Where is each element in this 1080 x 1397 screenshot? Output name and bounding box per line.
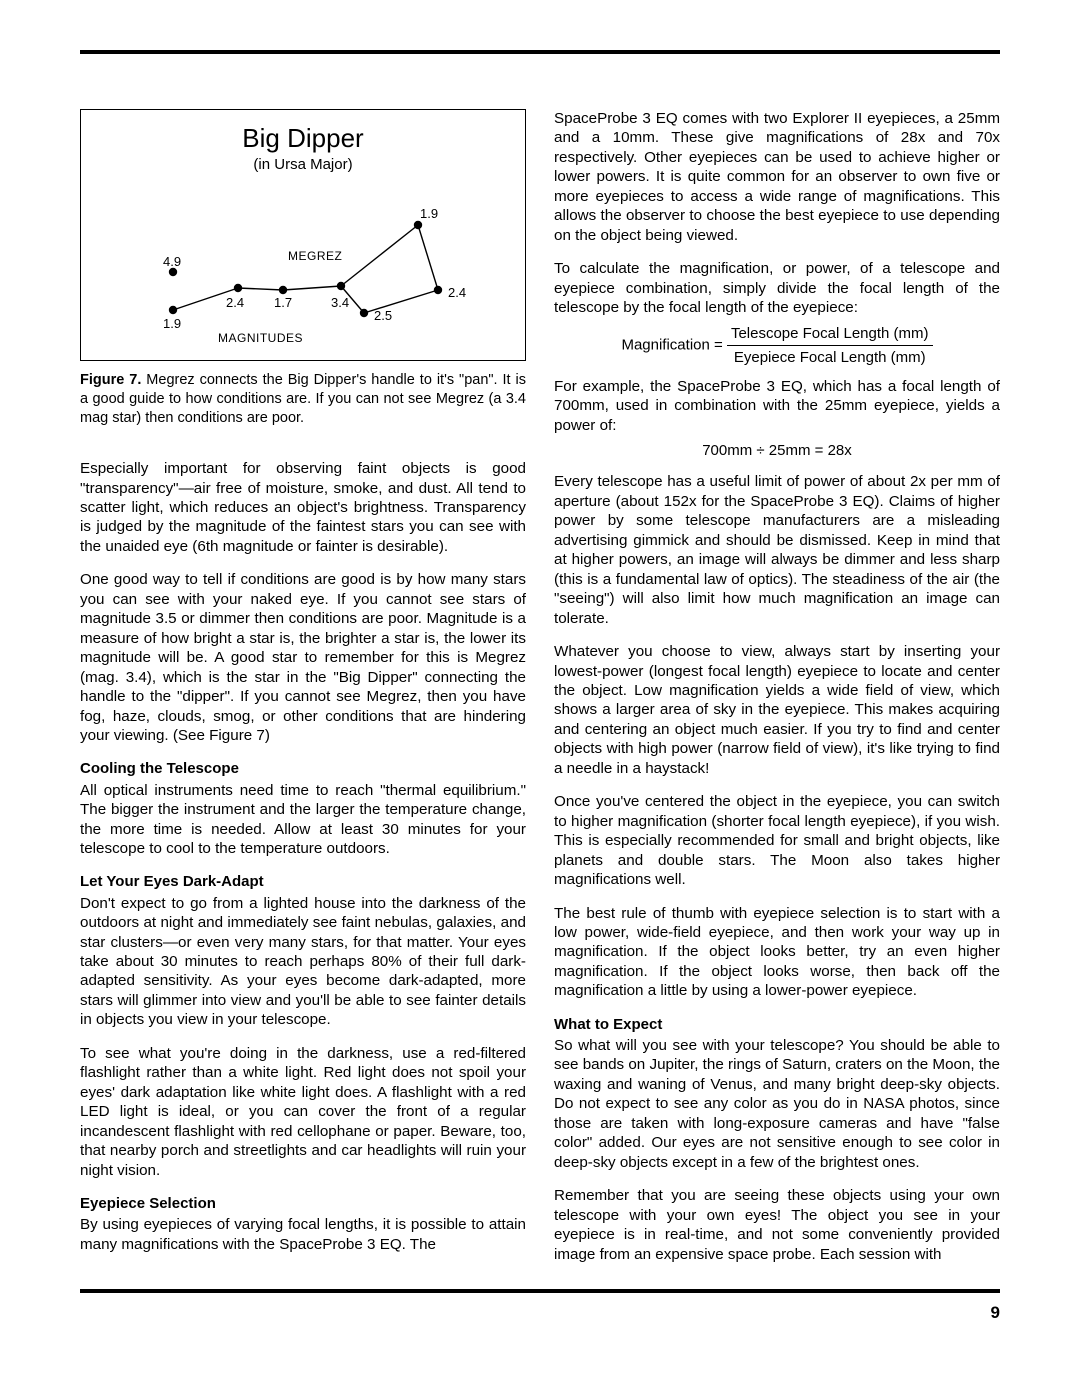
para-rule: The best rule of thumb with eyepiece sel…: [554, 904, 1000, 1001]
svg-text:4.9: 4.9: [163, 254, 181, 269]
para-switch: Once you've centered the object in the e…: [554, 792, 1000, 889]
subhead-cooling: Cooling the Telescope: [80, 759, 526, 778]
big-dipper-diagram: 1.9 2.4 1.7 3.4 2.5 2.4 1.9 4.9 MEGREZ MAGNITUDES: [118, 180, 488, 350]
svg-text:MEGREZ: MEGREZ: [288, 249, 342, 263]
svg-text:3.4: 3.4: [331, 295, 349, 310]
svg-text:MAGNITUDES: MAGNITUDES: [218, 331, 303, 345]
subhead-expect: What to Expect: [554, 1015, 1000, 1034]
para-calc: To calculate the magnification, or power…: [554, 259, 1000, 317]
page: Big Dipper (in Ursa Major) 1.9 2.4 1.7 3.4 2…: [0, 0, 1080, 1363]
figure-block: Big Dipper (in Ursa Major) 1.9 2.4 1.7 3.4 2…: [80, 109, 526, 427]
figure-7-box: Big Dipper (in Ursa Major) 1.9 2.4 1.7 3.4 2…: [80, 109, 526, 361]
subhead-eyepiece: Eyepiece Selection: [80, 1194, 526, 1213]
formula-fraction: Telescope Focal Length (mm) Eyepiece Foc…: [727, 324, 933, 367]
content-columns: Big Dipper (in Ursa Major) 1.9 2.4 1.7 3.4 2…: [80, 109, 1000, 1264]
para-eyepiece1: By using eyepieces of varying focal leng…: [80, 1215, 526, 1254]
para-dark2: To see what you're doing in the darkness…: [80, 1044, 526, 1180]
subhead-dark-adapt: Let Your Eyes Dark-Adapt: [80, 872, 526, 891]
formula-denominator: Eyepiece Focal Length (mm): [727, 346, 933, 367]
svg-text:2.5: 2.5: [374, 308, 392, 323]
para-cooling: All optical instruments need time to rea…: [80, 781, 526, 859]
para-magnitude: One good way to tell if conditions are g…: [80, 570, 526, 745]
figure-title: Big Dipper: [95, 122, 511, 155]
formula-lhs: Magnification =: [621, 336, 722, 353]
top-rule: [80, 50, 1000, 54]
figure-caption: Figure 7. Megrez connects the Big Dipper…: [80, 371, 526, 427]
figure-subtitle: (in Ursa Major): [95, 155, 511, 174]
para-expect1: So what will you see with your telescope…: [554, 1036, 1000, 1172]
para-dark1: Don't expect to go from a lighted house …: [80, 894, 526, 1030]
magnification-formula: Magnification = Telescope Focal Length (…: [554, 324, 1000, 367]
para-expect2: Remember that you are seeing these objec…: [554, 1186, 1000, 1264]
figure-caption-lead: Figure 7.: [80, 372, 141, 388]
para-example: For example, the SpaceProbe 3 EQ, which …: [554, 377, 1000, 435]
svg-text:2.4: 2.4: [226, 295, 244, 310]
svg-text:2.4: 2.4: [448, 285, 466, 300]
page-number: 9: [80, 1303, 1000, 1323]
para-eyepiece2: SpaceProbe 3 EQ comes with two Explorer …: [554, 109, 1000, 245]
svg-text:1.9: 1.9: [163, 316, 181, 331]
formula-example: 700mm ÷ 25mm = 28x: [554, 441, 1000, 460]
formula-numerator: Telescope Focal Length (mm): [727, 324, 933, 346]
para-transparency: Especially important for observing faint…: [80, 459, 526, 556]
para-limit: Every telescope has a useful limit of po…: [554, 472, 1000, 628]
para-lowpower: Whatever you choose to view, always star…: [554, 642, 1000, 778]
svg-text:1.7: 1.7: [274, 295, 292, 310]
figure-caption-text: Megrez connects the Big Dipper's handle …: [80, 372, 526, 425]
bottom-rule: [80, 1289, 1000, 1293]
svg-text:1.9: 1.9: [420, 206, 438, 221]
